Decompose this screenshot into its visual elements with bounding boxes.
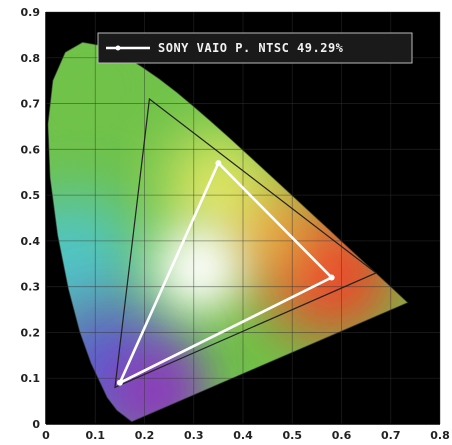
y-tick-label: 0.3	[21, 281, 41, 294]
x-tick-label: 0.8	[430, 429, 450, 442]
legend-entry-label: SONY VAIO P. NTSC 49.29%	[158, 41, 344, 55]
x-tick-label: 0.3	[184, 429, 204, 442]
y-tick-label: 0	[32, 418, 40, 431]
series-point	[116, 379, 123, 386]
spectral-locus-outline	[47, 41, 409, 423]
y-tick-label: 0.4	[21, 235, 41, 248]
x-tick-labels: 0 0.1 0.2 0.3 0.4 0.5 0.6 0.7 0.8	[42, 429, 450, 442]
y-tick-label: 0.2	[21, 326, 41, 339]
x-tick-label: 0.4	[233, 429, 253, 442]
legend-swatch-marker	[115, 45, 121, 51]
reference-triangle	[114, 97, 378, 389]
y-tick-label: 0.1	[21, 372, 41, 385]
x-tick-label: 0.1	[86, 429, 106, 442]
x-tick-label: 0.6	[332, 429, 352, 442]
legend-box	[97, 32, 413, 64]
series-point	[328, 274, 335, 281]
x-tick-label: 0.5	[283, 429, 303, 442]
reference-triangle-outline	[114, 97, 378, 389]
x-tick-label: 0.2	[135, 429, 155, 442]
series-point	[215, 160, 222, 167]
y-tick-labels: 0 0.1 0.2 0.3 0.4 0.5 0.6 0.7 0.8 0.9	[21, 6, 41, 431]
y-tick-label: 0.6	[21, 143, 41, 156]
axes	[45, 12, 440, 425]
x-tick-label: 0	[42, 429, 50, 442]
y-tick-label: 0.8	[21, 52, 41, 65]
color-blob	[154, 224, 243, 313]
series-triangle	[118, 161, 333, 385]
series-layer	[116, 160, 335, 386]
color-blob	[47, 194, 140, 333]
x-tick-label: 0.7	[381, 429, 401, 442]
y-tick-label: 0.5	[21, 189, 41, 202]
legend: SONY VAIO P. NTSC 49.29%	[97, 32, 413, 64]
y-tick-label: 0.9	[21, 6, 41, 19]
y-tick-label: 0.7	[21, 98, 41, 111]
